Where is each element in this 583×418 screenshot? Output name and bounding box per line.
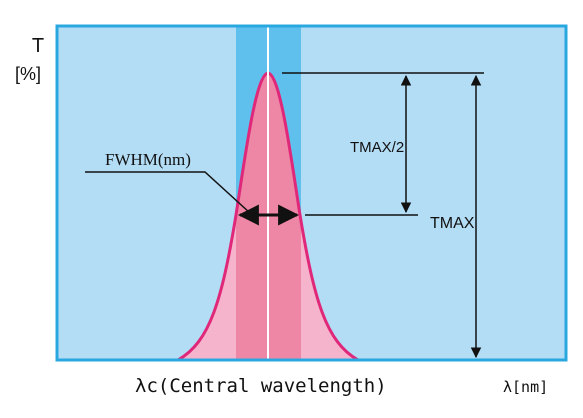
plot-frame (55, 24, 568, 362)
fwhm-leader-line (85, 171, 251, 214)
central-wavelength-label: λc(Central wavelength) (135, 375, 387, 397)
x-axis-unit: λ[nm] (503, 378, 548, 396)
tmax-label: TMAX (430, 215, 475, 232)
y-axis-symbol: T (32, 35, 44, 57)
y-axis-unit: [%] (15, 64, 41, 84)
tmax-half-label: TMAX/2 (350, 139, 404, 156)
fwhm-label: FWHM(nm) (105, 150, 191, 169)
